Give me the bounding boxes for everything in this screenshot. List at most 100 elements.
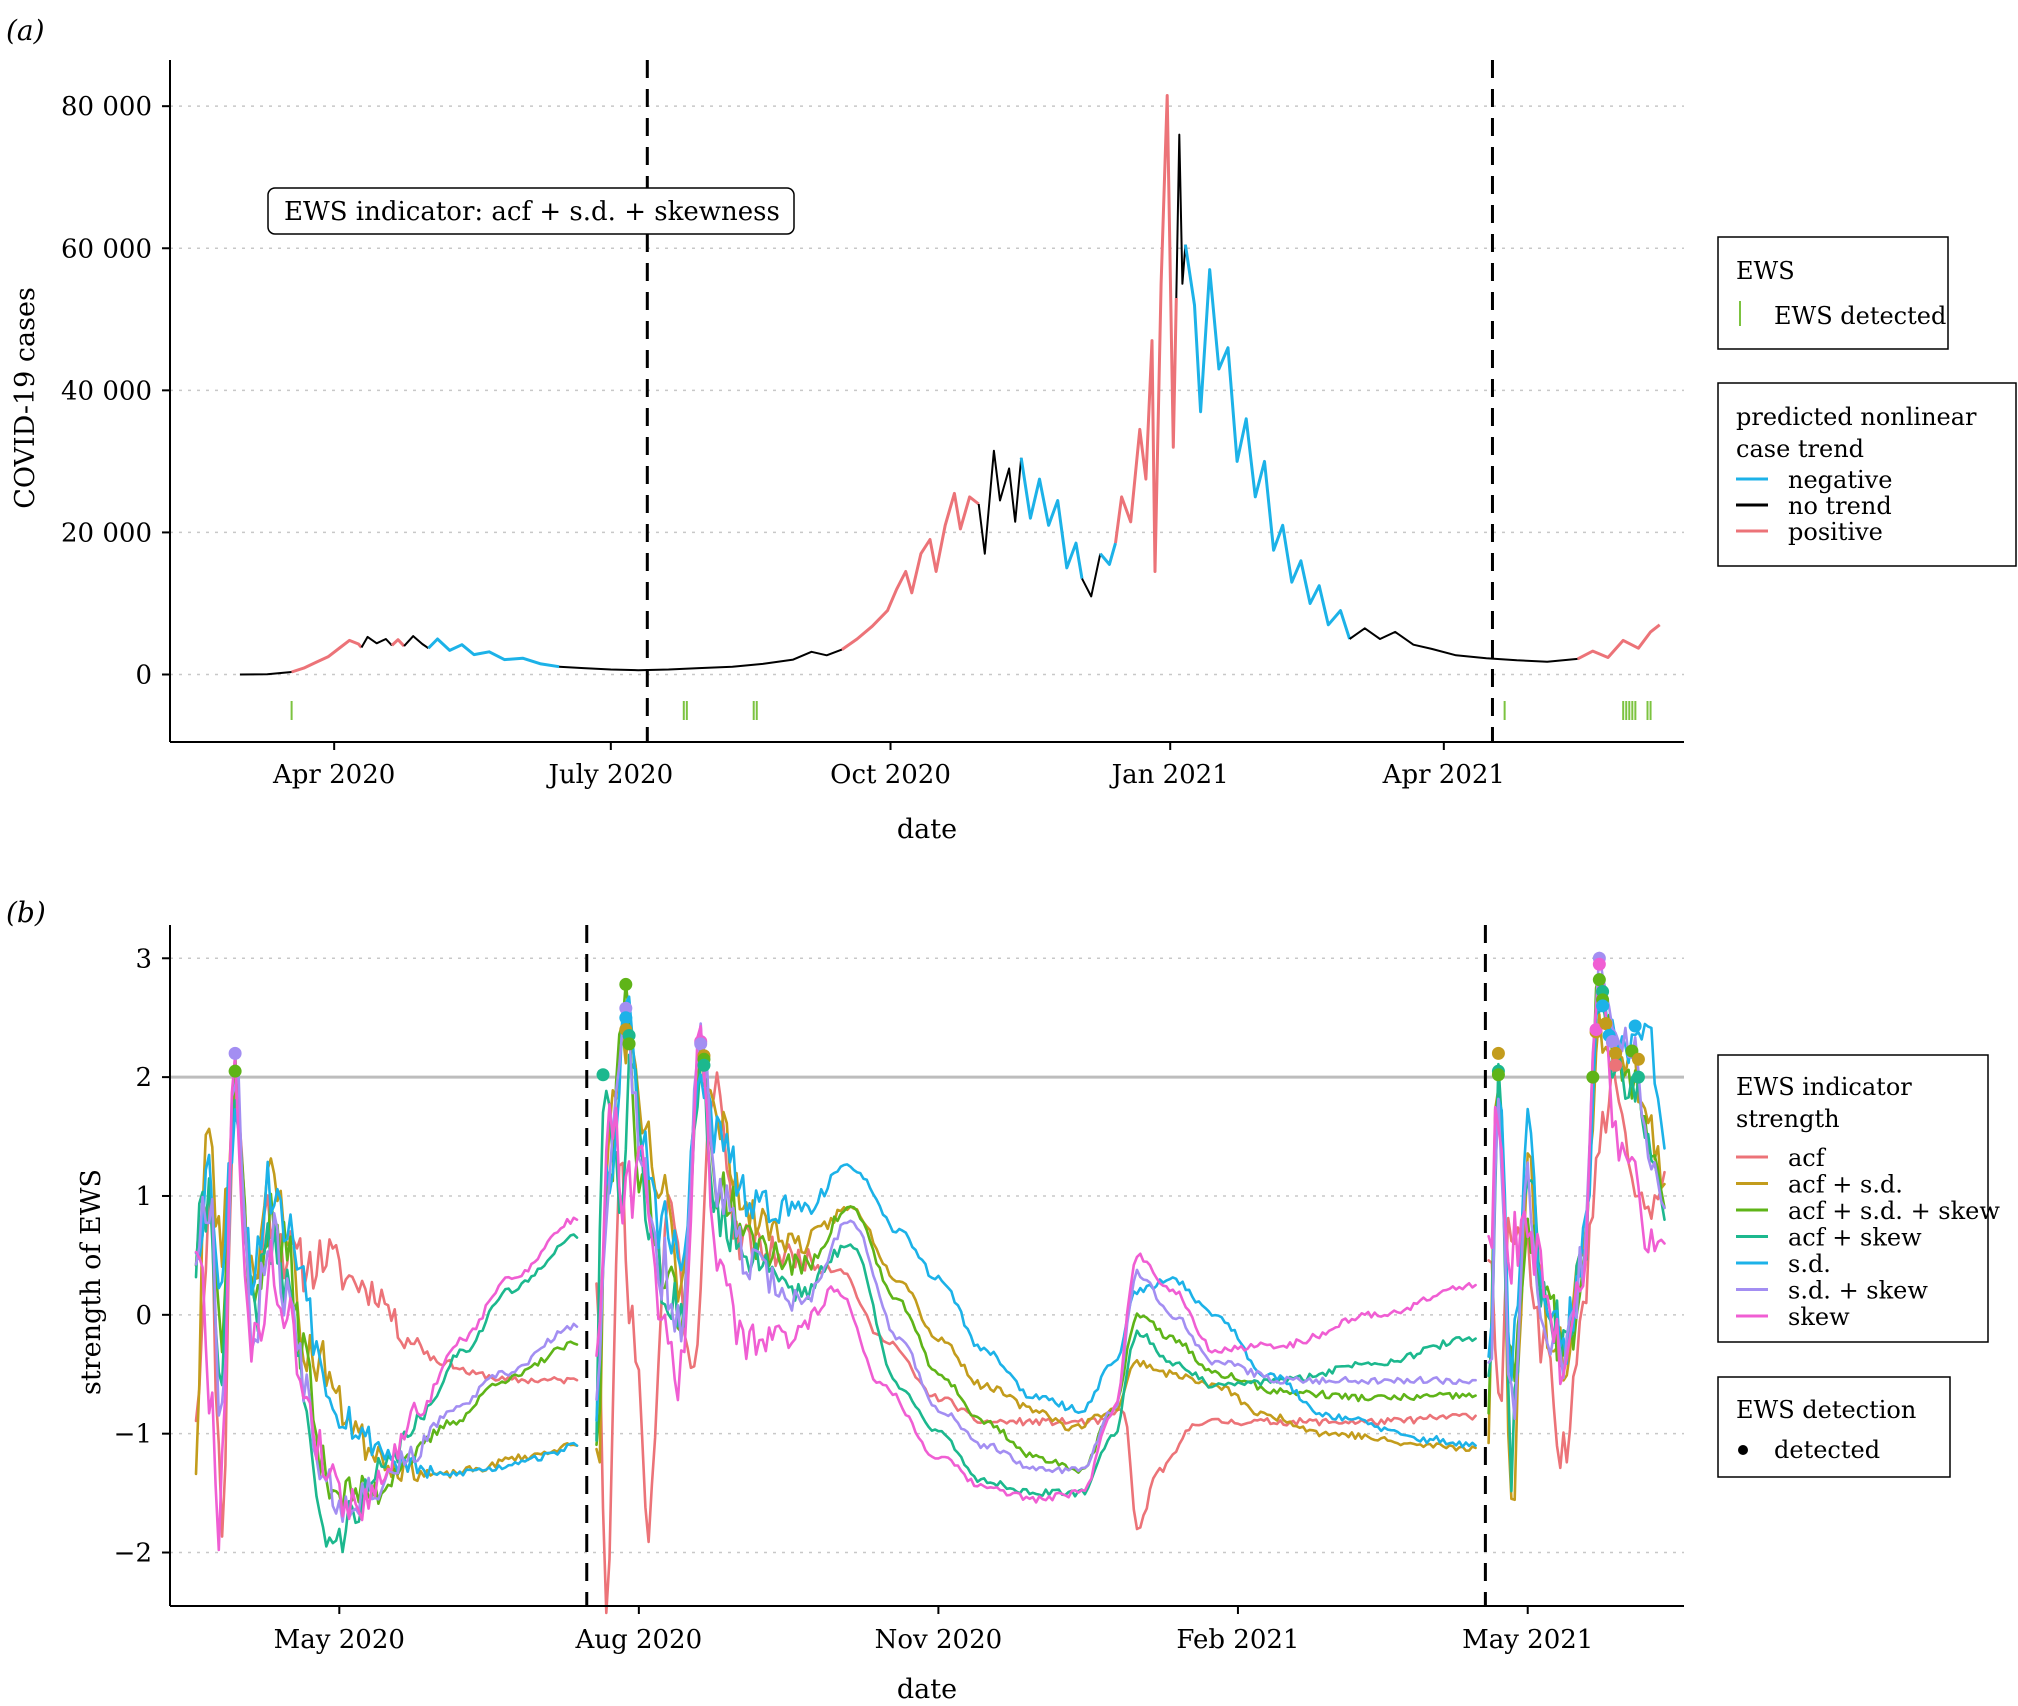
indicator-line — [595, 995, 1477, 1449]
indicator-line — [595, 1022, 1477, 1475]
y-tick-label: 0 — [135, 661, 152, 691]
case-trend-segment — [360, 635, 393, 648]
panel-a-legends: EWS EWS detected predicted nonlinear case t… — [1717, 236, 2017, 567]
detected-point — [1599, 1017, 1613, 1031]
legend-box-detection — [1717, 1376, 1951, 1478]
panel-b-label: (b) — [6, 896, 46, 929]
detected-point — [1596, 999, 1610, 1013]
legend-box-trend — [1717, 382, 2017, 567]
legend-title: EWS — [1736, 257, 1795, 285]
indicator-line — [1487, 975, 1666, 1386]
panel-b-ews-strength-chart: (b) −2 −1 0 1 2 3 May 2020 Aug 2020 Nov 2020 Feb … — [6, 896, 2000, 1705]
legend-label: EWS detected — [1774, 302, 1946, 330]
legend-label: acf + s.d. — [1788, 1171, 1903, 1199]
legend-label: no trend — [1788, 492, 1892, 520]
detected-point — [619, 977, 633, 991]
case-trend-segment — [1114, 94, 1178, 573]
detected-point — [1589, 1023, 1603, 1037]
case-trend-segment — [427, 637, 560, 669]
y-tick-label: 40 000 — [61, 376, 152, 406]
indicator-line — [1487, 1057, 1666, 1470]
legend-label: skew — [1788, 1303, 1850, 1331]
annotation-box — [267, 187, 795, 235]
y-tick-label: 2 — [135, 1063, 152, 1093]
legend-title: EWS detection — [1736, 1396, 1916, 1424]
panel-a-ews-rug — [290, 701, 1652, 720]
legend-title: EWS indicator — [1736, 1073, 1912, 1101]
panel-b-indicator-series — [194, 951, 1666, 1615]
panel-b-gridlines — [170, 957, 1684, 1554]
indicator-line — [595, 1013, 1477, 1464]
legend-label: acf + skew — [1788, 1224, 1922, 1252]
detected-point — [1491, 1046, 1505, 1060]
annotation-text: EWS indicator: acf + s.d. + skewness — [284, 197, 780, 227]
panel-b-xlabel: date — [897, 1674, 957, 1705]
legend-box-ews — [1717, 236, 1949, 350]
detected-point — [694, 1037, 708, 1051]
panel-a-gridlines — [170, 105, 1684, 676]
x-tick-label: Oct 2020 — [830, 760, 951, 790]
legend-label: negative — [1788, 466, 1892, 494]
detected-point — [228, 1046, 242, 1060]
detected-point — [596, 1068, 610, 1082]
detected-point — [1586, 1070, 1600, 1084]
x-tick-label: Aug 2020 — [575, 1625, 703, 1655]
case-trend-segment — [1081, 553, 1102, 598]
case-trend-segment — [403, 635, 429, 650]
legend-key-dot — [1738, 1445, 1748, 1455]
y-tick-label: 3 — [135, 944, 152, 974]
case-trend-segment — [1576, 623, 1661, 661]
legend-label: detected — [1774, 1436, 1880, 1464]
y-tick-label: 60 000 — [61, 234, 152, 264]
detected-point — [1628, 1019, 1642, 1033]
x-tick-label: May 2020 — [274, 1625, 405, 1655]
x-tick-label: Feb 2021 — [1176, 1625, 1299, 1655]
case-trend-segment — [1019, 457, 1084, 579]
panel-a-ylabel: COVID-19 cases — [10, 287, 41, 509]
x-tick-label: Apr 2020 — [272, 760, 395, 790]
indicator-line — [595, 1024, 1477, 1504]
detected-point — [1592, 973, 1606, 987]
detected-point — [1609, 1046, 1623, 1060]
indicator-line — [194, 1108, 579, 1479]
y-tick-label: 0 — [135, 1301, 152, 1331]
case-trend-segment — [559, 648, 843, 672]
indicator-line — [1487, 991, 1666, 1382]
case-trend-segment — [841, 491, 980, 651]
panel-a-xlabel: date — [897, 814, 957, 845]
panel-a-axes: 0 20 000 40 000 60 000 80 000 Apr 2020 July 20… — [61, 60, 1684, 790]
detected-point — [1592, 957, 1606, 971]
panel-a-case-series — [239, 94, 1661, 676]
y-tick-label: 80 000 — [61, 92, 152, 122]
case-trend-segment — [291, 638, 363, 674]
panel-b-detected-points — [228, 951, 1645, 1084]
legend-label: s.d. + skew — [1788, 1277, 1928, 1305]
indicator-line — [595, 981, 1477, 1474]
x-tick-label: Nov 2020 — [875, 1625, 1003, 1655]
y-tick-label: −1 — [114, 1420, 152, 1450]
legend-title: strength — [1736, 1105, 1840, 1133]
x-tick-label: Apr 2021 — [1382, 760, 1505, 790]
panel-b-axes: −2 −1 0 1 2 3 May 2020 Aug 2020 Nov 2020 Feb 2021… — [114, 925, 1684, 1655]
legend-label: s.d. — [1788, 1250, 1831, 1278]
detected-point — [1631, 1070, 1645, 1084]
panel-a-case-trend-chart: (a) 0 20 000 40 000 60 000 80 000 Apr 2020 Jul… — [6, 14, 2017, 845]
case-trend-segment — [390, 638, 406, 648]
y-tick-label: −2 — [114, 1539, 152, 1569]
panel-a-period-boundaries — [645, 60, 1494, 742]
y-tick-label: 20 000 — [61, 518, 152, 548]
legend-box-indicator — [1717, 1054, 1989, 1343]
case-trend-segment — [1183, 244, 1352, 640]
legend-label: acf + s.d. + skew — [1788, 1197, 2000, 1225]
legend-title: predicted nonlinear — [1736, 403, 1977, 431]
detected-point — [228, 1064, 242, 1078]
indicator-line — [194, 1084, 579, 1483]
panel-a-annotation: EWS indicator: acf + s.d. + skewness — [267, 187, 795, 235]
detected-point — [1491, 1068, 1505, 1082]
indicator-line — [194, 1054, 579, 1552]
legend-label: positive — [1788, 518, 1883, 546]
case-trend-segment — [977, 449, 1023, 555]
detected-point — [1605, 1034, 1619, 1048]
